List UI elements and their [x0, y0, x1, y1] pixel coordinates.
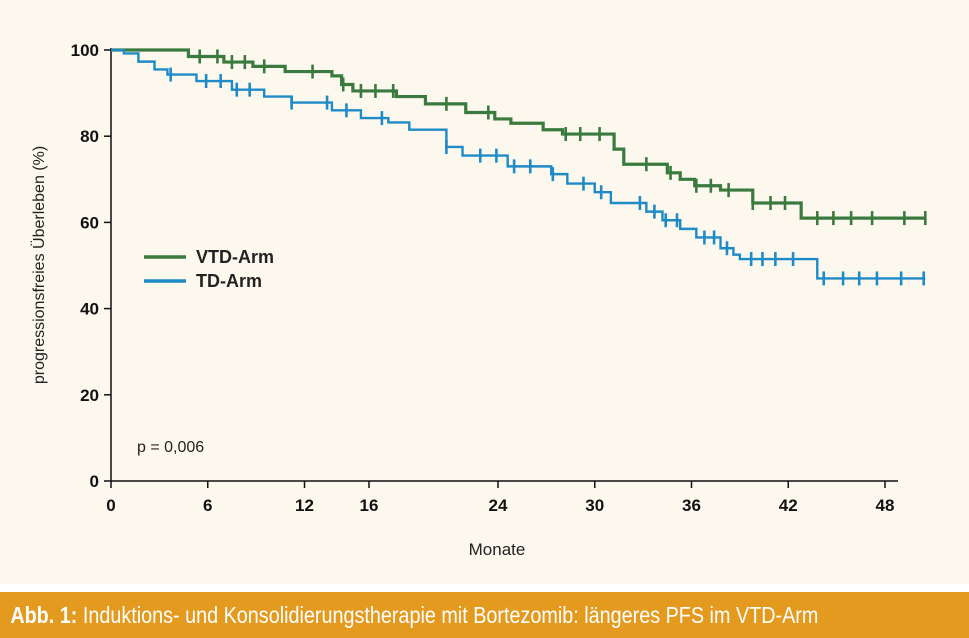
y-tick-label: 100: [71, 41, 99, 60]
x-tick-label: 48: [876, 496, 895, 515]
y-tick-label: 40: [80, 300, 99, 319]
caption-text: Induktions- und Konsolidierungstherapie …: [82, 601, 819, 628]
figure-caption: Abb. 1: Induktions- und Konsolidierungst…: [0, 592, 969, 638]
series-td-arm: [111, 48, 926, 286]
x-tick-label: 16: [360, 496, 379, 515]
chart-legend: VTD-Arm TD-Arm: [144, 247, 274, 291]
km-step-line: [111, 48, 926, 280]
series-vtd-arm: [111, 48, 927, 226]
caption-separator: [0, 584, 969, 592]
x-tick-label: 42: [779, 496, 798, 515]
y-tick-label: 20: [80, 386, 99, 405]
y-tick-label: 0: [90, 472, 99, 491]
chart-axes: 0 20 40 60 80 100 0 6 12 16 24 30 36 42 48: [71, 41, 898, 515]
caption-inner: Abb. 1: Induktions- und Konsolidierungst…: [0, 602, 818, 629]
caption-label: Abb. 1:: [10, 601, 83, 628]
chart-curves: [111, 48, 927, 286]
km-chart: 0 20 40 60 80 100 0 6 12 16 24 30 36 42 48 VTD-Arm TD-A…: [30, 41, 927, 559]
x-tick-label: 30: [585, 496, 604, 515]
legend-label: TD-Arm: [196, 271, 262, 291]
y-tick-label: 80: [80, 127, 99, 146]
y-axis-label: progressionsfreies Überleben (%): [30, 146, 48, 384]
x-tick-label: 6: [203, 496, 212, 515]
x-tick-label: 0: [106, 496, 115, 515]
y-tick-label: 60: [80, 213, 99, 232]
x-tick-label: 36: [682, 496, 701, 515]
km-step-line: [111, 48, 926, 220]
p-value-annotation: p = 0,006: [137, 439, 204, 456]
x-tick-label: 12: [295, 496, 314, 515]
x-axis-label: Monate: [469, 540, 526, 559]
legend-label: VTD-Arm: [196, 247, 274, 267]
x-tick-label: 24: [489, 496, 508, 515]
